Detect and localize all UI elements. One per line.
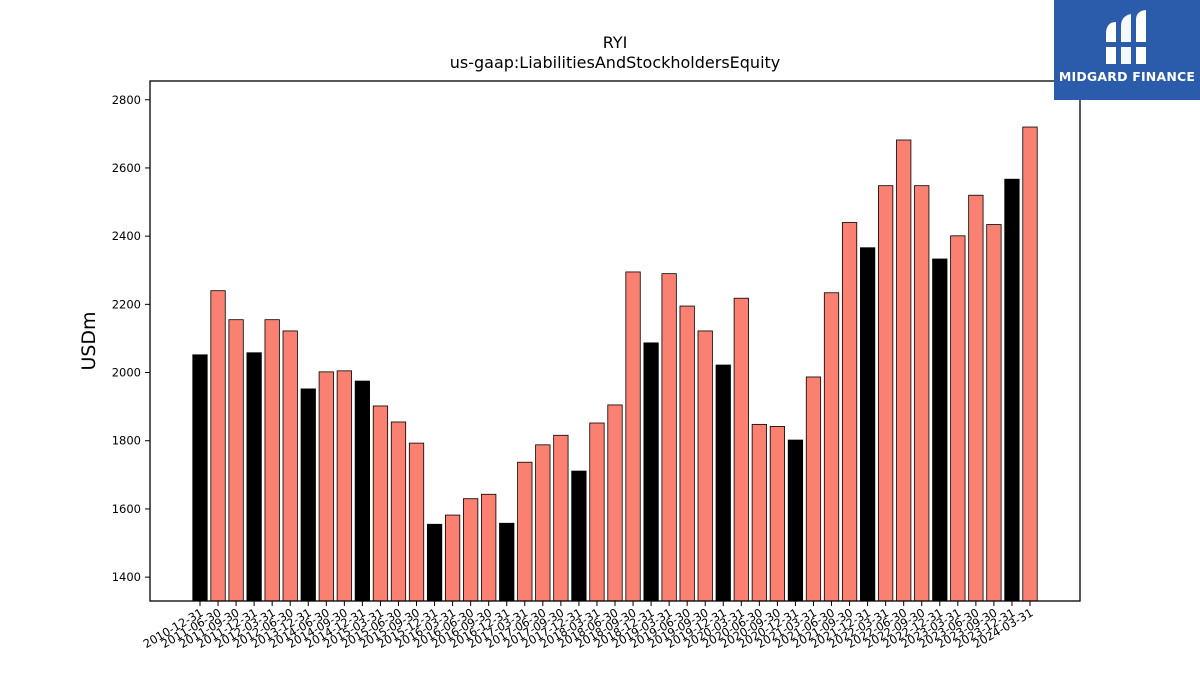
bar-2018-09-30 [625,271,641,602]
bar-2015-03-31 [372,405,389,602]
y-tick-label: 2800 [112,93,141,107]
bar-2016-06-30 [463,498,479,602]
bar-2017-12-31 [571,470,587,602]
bar-2021-12-31 [859,247,876,602]
bar-2014-09-30 [336,370,352,602]
bar-2013-12-31 [300,388,316,602]
y-tick-label: 1800 [112,434,141,448]
bar-2018-06-30 [607,404,623,602]
bar-2011-06-30 [210,290,226,602]
logo-text: MIDGARD FINANCE [1058,69,1196,84]
y-tick-label: 1600 [112,502,141,516]
bar-2020-03-31 [733,297,749,602]
midgard-finance-logo: MIDGARD FINANCE [1054,0,1200,100]
bar-2019-09-30 [697,330,713,602]
bar-2017-09-30 [553,434,569,602]
chart-subtitle: us-gaap:LiabilitiesAndStockholdersEquity [450,53,781,72]
bar-2022-12-31 [932,258,948,602]
bar-2016-12-31 [499,522,515,602]
bar-2022-09-30 [914,185,930,602]
bar-2021-09-30 [841,222,858,602]
bar-2023-12-31 [1004,178,1020,602]
bar-2017-06-30 [535,444,551,602]
bar-2023-03-31 [950,235,966,602]
bar-2014-12-31 [354,380,371,602]
y-tick-label: 2600 [112,161,141,175]
y-tick-label: 1400 [112,570,141,584]
bars-group [192,126,1038,602]
bar-2017-03-31 [517,461,533,602]
bar-2016-03-31 [444,514,461,602]
bar-2023-06-30 [968,194,984,602]
bar-2022-03-31 [878,185,894,602]
bar-2019-12-31 [715,364,731,602]
y-tick-label: 2000 [112,366,141,380]
bar-2015-06-30 [390,421,407,602]
bar-2018-03-31 [589,422,605,602]
chart-title: RYI [603,33,628,52]
bar-2021-06-30 [823,292,840,602]
bar-2023-09-30 [986,224,1002,602]
bar-2015-12-31 [426,523,443,602]
y-tick-label: 2200 [112,297,141,311]
bar-2010-12-31 [192,354,208,602]
midgard-mark-icon [1106,10,1146,64]
bar-2011-09-30 [228,319,244,602]
bar-2020-09-30 [769,426,785,602]
bar-2019-03-31 [661,273,677,602]
bar-2014-06-30 [318,371,334,602]
plot-frame [149,80,1081,602]
bar-2012-06-30 [282,330,298,602]
bar-2015-09-30 [408,442,425,602]
bar-2021-03-31 [805,376,822,602]
y-axis-ticks: 1400 1600 1800 2000 2200 2400 2600 2800 [112,93,150,584]
y-axis-label: USDm [78,311,100,370]
y-tick-label: 2400 [112,229,141,243]
bar-2018-12-31 [643,342,659,602]
bar-2022-06-30 [896,139,912,602]
bar-2024-03-31 [1022,126,1038,602]
bar-2016-09-30 [481,493,497,602]
bar-2020-12-31 [787,439,804,602]
bar-2019-06-30 [679,305,695,602]
bar-2011-12-31 [246,352,262,602]
x-axis-ticks: 2010-12-312011-06-302011-09-302011-12-31… [141,601,1036,651]
bar-2012-03-31 [264,319,280,602]
bar-2020-06-30 [751,423,767,602]
